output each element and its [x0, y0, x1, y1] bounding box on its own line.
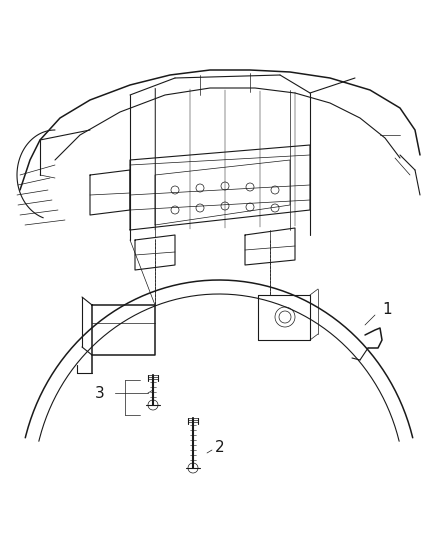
- Text: 1: 1: [382, 303, 392, 318]
- Text: 2: 2: [215, 440, 225, 455]
- Text: 3: 3: [95, 385, 105, 400]
